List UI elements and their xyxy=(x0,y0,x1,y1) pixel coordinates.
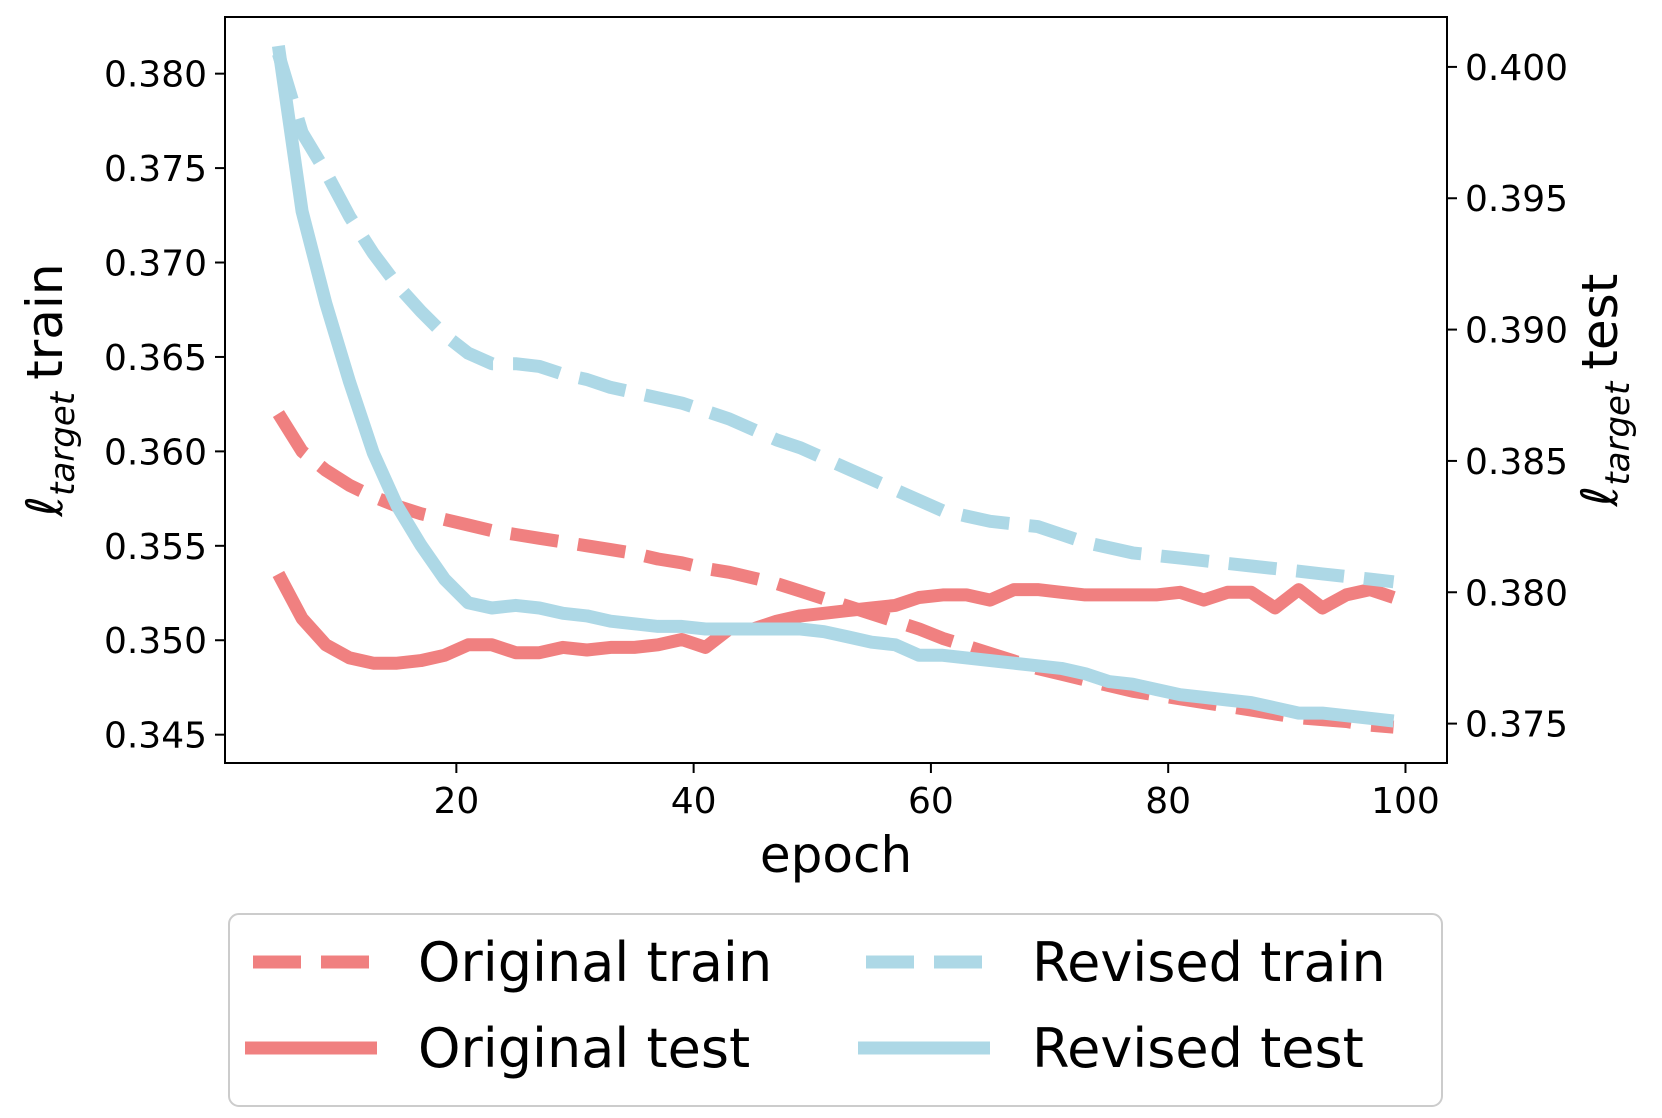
y-left-tick-label: 0.350 xyxy=(104,621,207,662)
legend-frame xyxy=(228,913,1443,1107)
y-left-tick-label: 0.345 xyxy=(104,716,207,757)
y-right-label-subscript: target xyxy=(1598,380,1638,486)
y-right-label-word: test xyxy=(1571,274,1629,370)
x-axis-label: epoch xyxy=(760,826,912,884)
y-left-axis-label: ℓtarget train xyxy=(16,263,83,517)
series-layer xyxy=(271,44,1396,734)
y-right-tick-label: 0.375 xyxy=(1465,705,1568,746)
y-left-tick-label: 0.380 xyxy=(104,55,207,96)
y-left-tick-label: 0.370 xyxy=(104,244,207,285)
legend: Original train Revised train Original te… xyxy=(228,913,1443,1107)
legend-label-revised-test: Revised test xyxy=(1032,1017,1364,1080)
legend-label-revised-train: Revised train xyxy=(1032,931,1386,994)
x-tick-label: 20 xyxy=(433,781,479,822)
x-tick-label: 80 xyxy=(1145,781,1191,822)
legend-label-original-test: Original test xyxy=(418,1017,750,1080)
y-right-tick-label: 0.395 xyxy=(1465,179,1568,220)
y-left-label-symbol: ℓ xyxy=(16,496,74,518)
y-left-label-word: train xyxy=(16,263,74,379)
y-right-label-symbol: ℓ xyxy=(1571,486,1629,508)
x-tick-label: 100 xyxy=(1371,781,1440,822)
y-left-label-subscript: target xyxy=(43,390,83,496)
svg-text:ℓtargettest: ℓtarget test xyxy=(1571,274,1638,508)
series-line-original-test xyxy=(272,570,1396,670)
y-left-tick-label: 0.375 xyxy=(104,149,207,190)
x-tick-label: 60 xyxy=(908,781,954,822)
ticks-layer: 20 40 60 80 100 0.345 0.350 0.355 0.360 0.365 0.37… xyxy=(104,48,1568,822)
y-right-tick-label: 0.390 xyxy=(1465,311,1568,352)
y-left-tick-label: 0.365 xyxy=(104,338,207,379)
legend-label-original-train: Original train xyxy=(418,931,772,994)
y-right-tick-label: 0.385 xyxy=(1465,442,1568,483)
y-left-tick-label: 0.360 xyxy=(104,432,207,473)
svg-text:ℓtargettrain: ℓtarget train xyxy=(16,263,83,517)
y-right-tick-label: 0.380 xyxy=(1465,573,1568,614)
x-tick-label: 40 xyxy=(671,781,717,822)
y-left-tick-label: 0.355 xyxy=(104,527,207,568)
y-right-axis-label: ℓtarget test xyxy=(1571,274,1638,508)
series-line-revised-test xyxy=(271,44,1395,728)
plot-frame xyxy=(224,16,1448,764)
y-right-tick-label: 0.400 xyxy=(1465,48,1568,89)
series-line-revised-train xyxy=(272,51,1395,589)
